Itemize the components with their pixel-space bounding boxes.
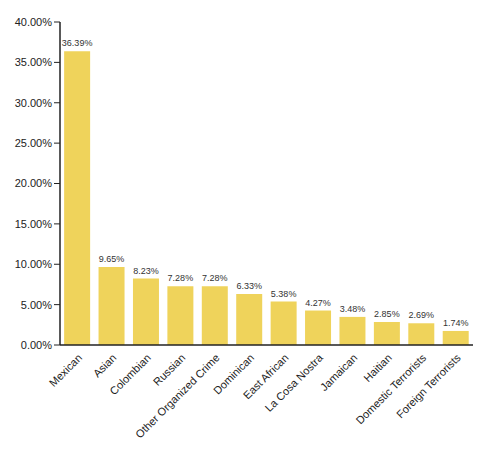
svg-text:Haitian: Haitian xyxy=(361,351,394,384)
svg-text:Colombian: Colombian xyxy=(107,351,153,397)
svg-text:6.33%: 6.33% xyxy=(236,281,262,291)
svg-text:30.00%: 30.00% xyxy=(15,97,53,109)
svg-text:9.65%: 9.65% xyxy=(99,254,125,264)
svg-text:7.28%: 7.28% xyxy=(202,273,228,283)
svg-text:Other Organized Crime: Other Organized Crime xyxy=(133,351,222,440)
svg-text:Domestic Terrorists: Domestic Terrorists xyxy=(353,351,429,427)
svg-text:36.39%: 36.39% xyxy=(62,38,93,48)
svg-text:40.00%: 40.00% xyxy=(15,16,53,28)
svg-text:2.85%: 2.85% xyxy=(374,309,400,319)
svg-text:25.00%: 25.00% xyxy=(15,137,53,149)
svg-text:Asian: Asian xyxy=(91,351,119,379)
svg-text:2.69%: 2.69% xyxy=(409,310,435,320)
svg-text:0.00%: 0.00% xyxy=(21,339,52,351)
svg-text:15.00%: 15.00% xyxy=(15,218,53,230)
svg-text:Mexican: Mexican xyxy=(47,351,84,388)
svg-text:8.23%: 8.23% xyxy=(133,266,159,276)
svg-text:East African: East African xyxy=(240,351,291,402)
svg-text:7.28%: 7.28% xyxy=(168,273,194,283)
svg-text:1.74%: 1.74% xyxy=(443,318,469,328)
svg-text:10.00%: 10.00% xyxy=(15,258,53,270)
svg-text:35.00%: 35.00% xyxy=(15,56,53,68)
svg-text:20.00%: 20.00% xyxy=(15,177,53,189)
svg-text:5.00%: 5.00% xyxy=(21,299,52,311)
svg-text:3.48%: 3.48% xyxy=(340,304,366,314)
svg-text:5.38%: 5.38% xyxy=(271,289,297,299)
svg-text:Foreign Terrorists: Foreign Terrorists xyxy=(394,351,463,420)
svg-text:4.27%: 4.27% xyxy=(305,298,331,308)
svg-text:La Cosa Nostra: La Cosa Nostra xyxy=(263,351,326,414)
svg-text:Jamaican: Jamaican xyxy=(318,351,360,393)
svg-text:Dominican: Dominican xyxy=(211,351,257,397)
svg-text:Russian: Russian xyxy=(150,351,188,388)
